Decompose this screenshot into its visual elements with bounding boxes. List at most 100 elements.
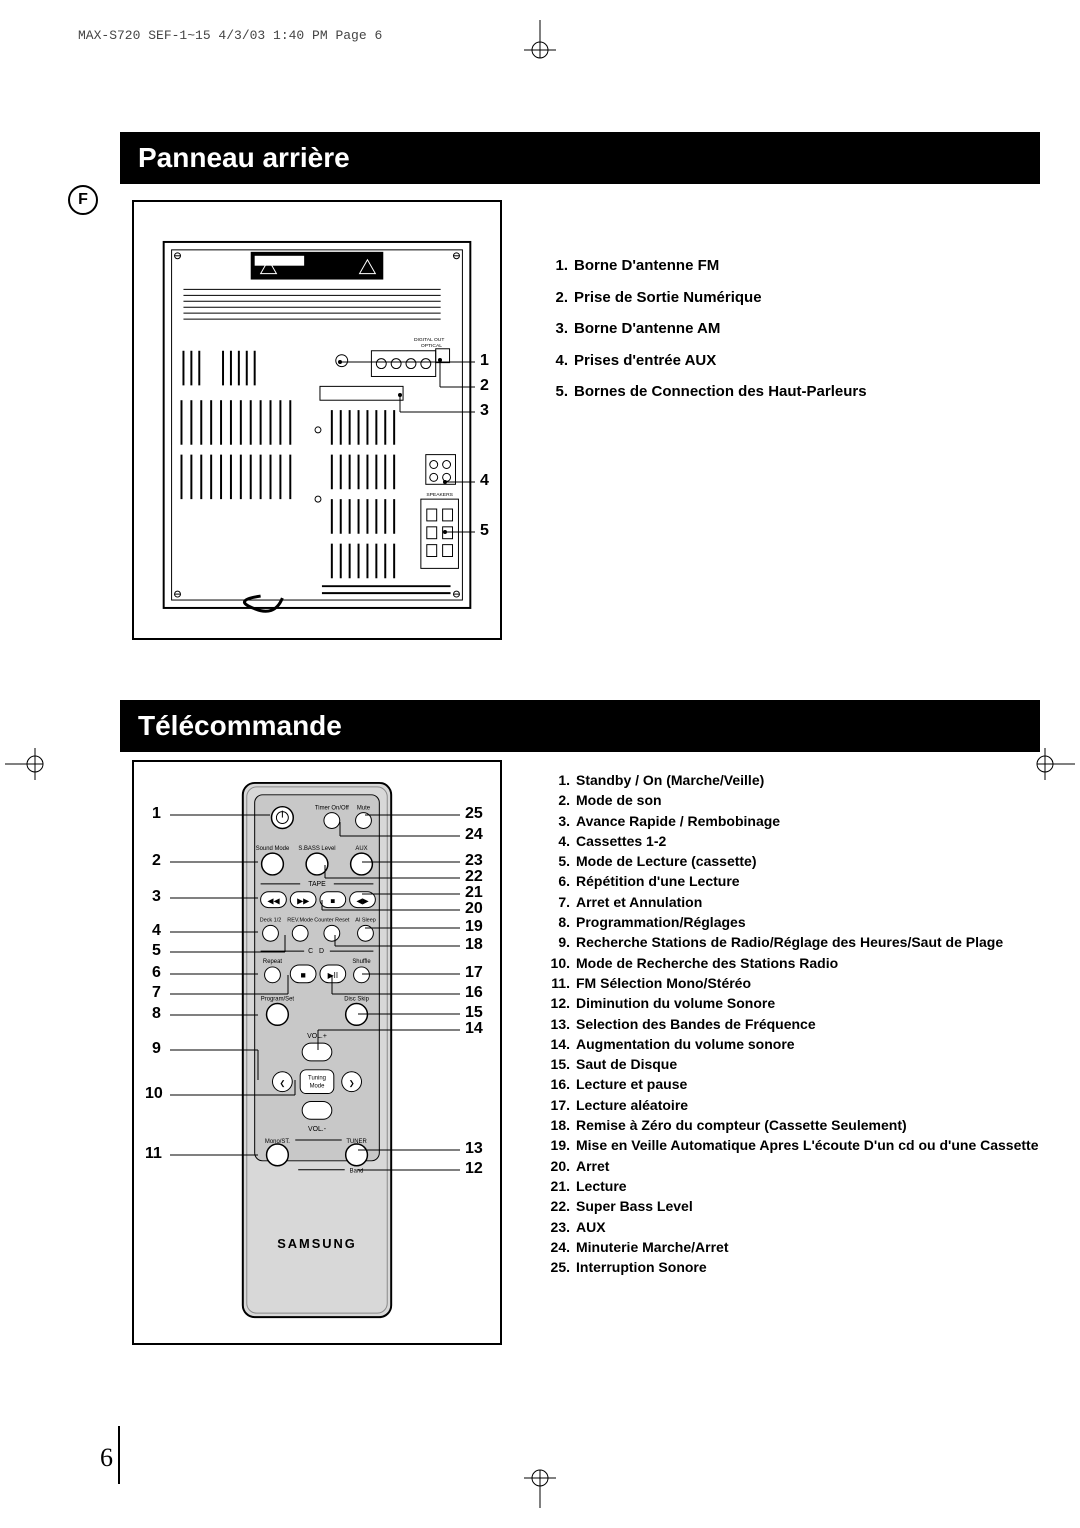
remote-items-list: 1.Standby / On (Marche/Veille)2.Mode de …: [540, 770, 1040, 1277]
crop-mark-left: [5, 734, 45, 794]
callout-number: 18: [465, 937, 483, 953]
svg-text:◀◀: ◀◀: [267, 897, 280, 906]
svg-text:AI Sleep: AI Sleep: [355, 917, 376, 923]
callout-number: 23: [465, 853, 483, 869]
svg-text:Counter Reset: Counter Reset: [314, 917, 350, 923]
list-item-text: Recherche Stations de Radio/Réglage des …: [576, 932, 1040, 952]
callout-number: 1: [152, 806, 161, 822]
svg-text:Deck 1/2: Deck 1/2: [260, 917, 281, 923]
svg-text:▶▶: ▶▶: [297, 897, 310, 906]
svg-text:Timer On/Off: Timer On/Off: [315, 806, 349, 812]
list-item: 1.Borne D'antenne FM: [540, 250, 1000, 282]
list-item-text: Programmation/Réglages: [576, 912, 1040, 932]
list-item-number: 2.: [540, 790, 576, 810]
svg-text:❮: ❮: [279, 1080, 285, 1088]
list-item: 22.Super Bass Level: [540, 1196, 1040, 1216]
callout-number: 5: [152, 943, 161, 959]
svg-text:Tuning: Tuning: [308, 1076, 326, 1082]
list-item: 3.Borne D'antenne AM: [540, 313, 1000, 345]
crop-mark-right: [1035, 734, 1075, 794]
section-title-remote: Télécommande: [120, 700, 1040, 752]
list-item-number: 17.: [540, 1095, 576, 1115]
list-item: 14.Augmentation du volume sonore: [540, 1034, 1040, 1054]
language-badge: F: [68, 185, 98, 215]
callout-number: 21: [465, 885, 483, 901]
list-item-number: 13.: [540, 1014, 576, 1034]
crop-mark-bottom: [510, 1468, 570, 1508]
list-item-text: Cassettes 1-2: [576, 831, 1040, 851]
list-item-number: 6.: [540, 871, 576, 891]
svg-text:SPEAKERS: SPEAKERS: [426, 492, 453, 498]
callout-number: 9: [152, 1041, 161, 1057]
callout-number: 3: [480, 403, 489, 419]
svg-text:REV.Mode: REV.Mode: [287, 917, 313, 923]
callout-number: 1: [480, 353, 489, 369]
rear-items-list: 1.Borne D'antenne FM 2.Prise de Sortie N…: [540, 250, 1000, 408]
remote-figure: Timer On/Off Mute Sound Mode S.BASS Leve…: [132, 760, 502, 1345]
callout-number: 4: [152, 923, 161, 939]
svg-text:TAPE: TAPE: [308, 881, 326, 888]
svg-text:Program/Set: Program/Set: [261, 997, 295, 1003]
callout-number: 13: [465, 1141, 483, 1157]
svg-text:Disc Skip: Disc Skip: [344, 997, 369, 1003]
list-item-number: 16.: [540, 1074, 576, 1094]
list-item-text: Lecture aléatoire: [576, 1095, 1040, 1115]
list-item-text: Diminution du volume Sonore: [576, 993, 1040, 1013]
list-item: 9.Recherche Stations de Radio/Réglage de…: [540, 932, 1040, 952]
list-item-text: Remise à Zéro du compteur (Cassette Seul…: [576, 1115, 1040, 1135]
crop-mark-top: [510, 20, 570, 60]
list-item-number: 4.: [540, 831, 576, 851]
list-item-text: Répétition d'une Lecture: [576, 871, 1040, 891]
list-item-text: Avance Rapide / Rembobinage: [576, 811, 1040, 831]
page-number: 6: [100, 1443, 113, 1473]
list-item-text: Standby / On (Marche/Veille): [576, 770, 1040, 790]
svg-text:■: ■: [300, 970, 305, 980]
list-item: 21.Lecture: [540, 1176, 1040, 1196]
svg-text:SAMSUNG: SAMSUNG: [277, 1236, 357, 1251]
rear-panel-figure: DIGITAL OUT OPTICAL SPEAKERS: [132, 200, 502, 640]
callout-number: 22: [465, 869, 483, 885]
list-item: 17.Lecture aléatoire: [540, 1095, 1040, 1115]
callout-number: 3: [152, 889, 161, 905]
list-item-number: 18.: [540, 1115, 576, 1135]
svg-text:Band: Band: [350, 1169, 364, 1175]
callout-number: 7: [152, 985, 161, 1001]
list-item: 1.Standby / On (Marche/Veille): [540, 770, 1040, 790]
list-item-text: Selection des Bandes de Fréquence: [576, 1014, 1040, 1034]
svg-text:◀▶: ◀▶: [356, 897, 369, 906]
list-item: 12.Diminution du volume Sonore: [540, 993, 1040, 1013]
callout-number: 6: [152, 965, 161, 981]
section-title-rear: Panneau arrière: [120, 132, 1040, 184]
callout-number: 14: [465, 1021, 483, 1037]
list-item-number: 8.: [540, 912, 576, 932]
list-item-number: 22.: [540, 1196, 576, 1216]
list-item-number: 21.: [540, 1176, 576, 1196]
svg-text:Repeat: Repeat: [263, 959, 282, 965]
callout-number: 19: [465, 919, 483, 935]
list-item: 6.Répétition d'une Lecture: [540, 871, 1040, 891]
list-item-text: Mise en Veille Automatique Apres L'écout…: [576, 1135, 1040, 1155]
list-item-text: FM Sélection Mono/Stéréo: [576, 973, 1040, 993]
callout-number: 15: [465, 1005, 483, 1021]
svg-text:OPTICAL: OPTICAL: [421, 343, 442, 349]
callout-number: 10: [145, 1086, 163, 1102]
list-item-number: 24.: [540, 1237, 576, 1257]
list-item: 23.AUX: [540, 1217, 1040, 1237]
svg-text:Mute: Mute: [357, 806, 371, 812]
list-item: 20.Arret: [540, 1156, 1040, 1176]
callout-number: 16: [465, 985, 483, 1001]
callout-number: 5: [480, 523, 489, 539]
callout-number: 12: [465, 1161, 483, 1177]
callout-number: 24: [465, 827, 483, 843]
callout-number: 2: [152, 853, 161, 869]
list-item: 4.Prises d'entrée AUX: [540, 345, 1000, 377]
list-item-text: Lecture et pause: [576, 1074, 1040, 1094]
callout-number: 2: [480, 378, 489, 394]
print-header: MAX-S720 SEF-1~15 4/3/03 1:40 PM Page 6: [78, 28, 382, 43]
list-item-number: 20.: [540, 1156, 576, 1176]
list-item: 2.Prise de Sortie Numérique: [540, 282, 1000, 314]
list-item: 19.Mise en Veille Automatique Apres L'éc…: [540, 1135, 1040, 1155]
page: MAX-S720 SEF-1~15 4/3/03 1:40 PM Page 6 …: [0, 0, 1080, 1528]
svg-text:S.BASS Level: S.BASS Level: [298, 846, 335, 852]
list-item-text: Arret: [576, 1156, 1040, 1176]
